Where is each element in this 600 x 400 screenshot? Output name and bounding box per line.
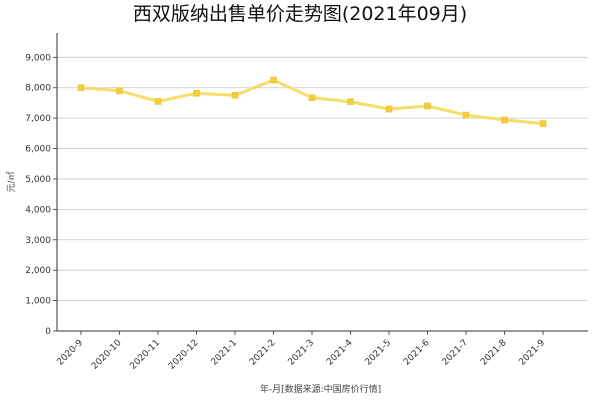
y-tick-label: 2,000 <box>25 266 51 276</box>
data-point <box>193 89 200 97</box>
x-axis-label: 年-月[数据来源:中国房价行情] <box>260 383 381 395</box>
y-tick-label: 3,000 <box>25 236 51 246</box>
x-tick-label: 2021-4 <box>325 338 355 368</box>
x-tick-label: 2021-6 <box>402 338 432 368</box>
x-tick-label: 2020-10 <box>90 338 124 372</box>
y-tick-label: 6,000 <box>25 145 51 155</box>
data-point <box>154 98 162 105</box>
x-tick-label: 2021-7 <box>441 338 471 368</box>
x-tick-label: 2021-3 <box>287 338 317 368</box>
data-point <box>347 98 354 106</box>
y-tick-label: 5,000 <box>25 175 51 185</box>
y-tick-label: 1,000 <box>25 297 51 307</box>
chart-title: 西双版纳出售单价走势图(2021年09月) <box>132 3 468 25</box>
y-tick-label: 4,000 <box>25 205 51 215</box>
x-tick-label: 2021-8 <box>479 338 509 368</box>
data-point <box>539 120 547 127</box>
data-point <box>77 84 85 92</box>
x-tick-label: 2020-11 <box>128 338 162 372</box>
x-tick-labels: 2020-9 2020-10 2020-11 2020-12 2021-1 2021-2 2… <box>56 338 548 372</box>
x-tick-label: 2021-1 <box>210 338 240 368</box>
data-point <box>424 102 431 110</box>
data-point <box>385 105 393 113</box>
grid-lines <box>57 56 588 301</box>
y-axis-label: 元/㎡ <box>6 171 17 192</box>
data-point <box>116 87 123 95</box>
y-tick-label: 9,000 <box>25 53 51 63</box>
x-tick-label: 2021-5 <box>364 338 394 368</box>
x-tick-label: 2021-9 <box>518 338 548 368</box>
data-point <box>501 116 508 124</box>
data-point <box>308 94 316 102</box>
y-tick-label: 0 <box>45 327 51 337</box>
y-tick-label: 7,000 <box>25 114 51 124</box>
y-tick-label: 8,000 <box>25 84 51 94</box>
series-line <box>79 78 545 126</box>
x-tick-label: 2021-2 <box>248 338 278 368</box>
data-point <box>270 76 277 84</box>
data-point <box>462 111 470 119</box>
x-tick-label: 2020-9 <box>56 338 86 368</box>
y-tick-labels: 0 1,000 2,000 3,000 4,000 5,000 6,000 7,000 8,00… <box>25 53 51 337</box>
axes <box>53 33 588 335</box>
series-layer <box>77 76 547 127</box>
data-point <box>231 92 239 99</box>
x-tick-label: 2020-12 <box>167 338 201 372</box>
